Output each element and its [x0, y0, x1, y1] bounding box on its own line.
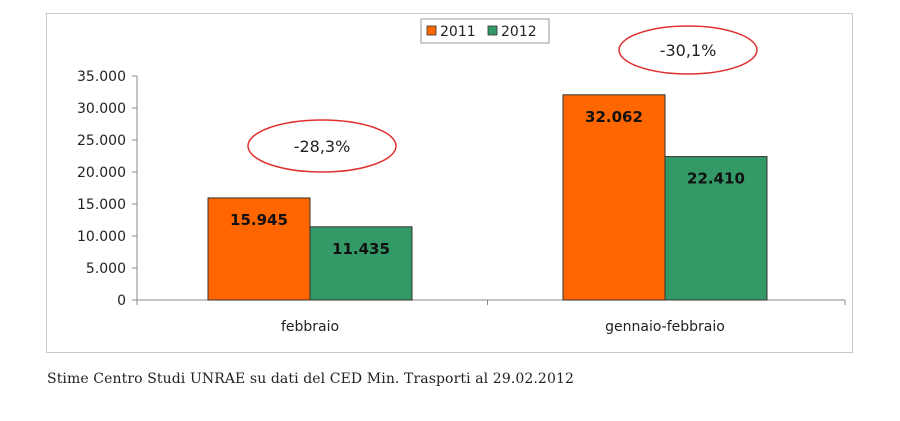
- x-tick-label: gennaio-febbraio: [605, 319, 725, 335]
- y-tick-label: 30.000: [77, 101, 126, 117]
- legend-box: [420, 18, 550, 44]
- chart-frame: [46, 13, 853, 353]
- y-tick-label: 5.000: [86, 261, 126, 277]
- data-label: 32.062: [585, 108, 643, 126]
- y-tick-label: 10.000: [77, 229, 126, 245]
- annotation-label: -30,1%: [660, 41, 717, 60]
- y-tick-label: 25.000: [77, 133, 126, 149]
- y-tick-label: 0: [117, 293, 126, 309]
- y-tick-label: 15.000: [77, 197, 126, 213]
- y-tick-label: 35.000: [77, 69, 126, 85]
- data-label: 11.435: [332, 240, 390, 258]
- data-label: 22.410: [687, 170, 745, 188]
- legend-swatch-2011: [426, 25, 437, 36]
- y-tick-label: 20.000: [77, 165, 126, 181]
- legend-label-2011: 2011: [440, 24, 476, 40]
- bar-2011-febbraio: [207, 197, 311, 301]
- source-note: Stime Centro Studi UNRAE su dati del CED…: [47, 371, 574, 387]
- legend-swatch-2012: [487, 25, 498, 36]
- annotation-label: -28,3%: [294, 137, 351, 156]
- bar-2012-febbraio: [309, 226, 413, 301]
- annotation-ellipse: [247, 119, 397, 173]
- bar-2011-gennaio-febbraio: [562, 94, 666, 301]
- annotation-ellipse: [618, 25, 758, 75]
- data-label: 15.945: [230, 211, 288, 229]
- legend-label-2012: 2012: [501, 24, 537, 40]
- bar-2012-gennaio-febbraio: [664, 156, 768, 301]
- x-tick-label: febbraio: [281, 319, 339, 335]
